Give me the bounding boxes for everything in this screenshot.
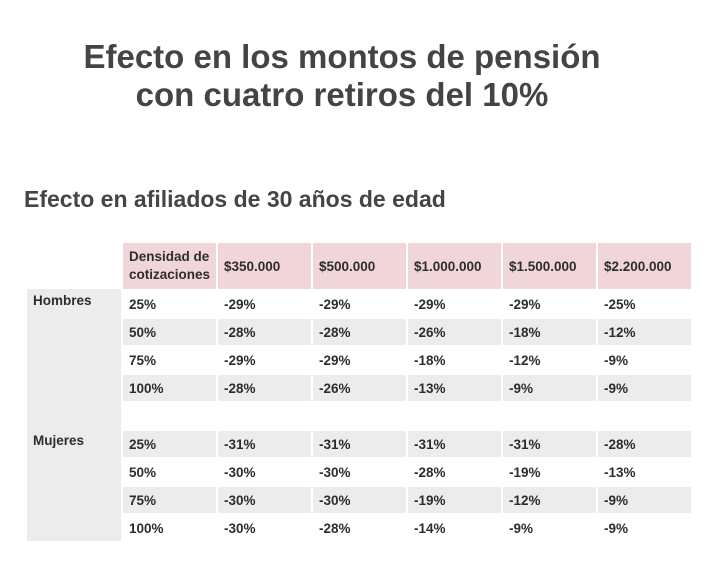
table-cell: -29% — [216, 345, 311, 373]
table-cell: -30% — [311, 485, 406, 513]
table-cell: 100% — [121, 513, 216, 541]
table-cell: 50% — [121, 317, 216, 345]
table-cell: -9% — [596, 485, 691, 513]
table-cell: -28% — [406, 457, 501, 485]
table-cell: -29% — [406, 289, 501, 317]
table-cell: -28% — [311, 513, 406, 541]
table-cell: -12% — [501, 345, 596, 373]
table-cell: -18% — [406, 345, 501, 373]
table-cell: -14% — [406, 513, 501, 541]
group-label-mujeres: Mujeres — [27, 429, 121, 541]
title-line-2: con cuatro retiros del 10% — [135, 76, 549, 113]
header-row: Densidad de cotizaciones $350.000 $500.0… — [27, 243, 691, 289]
table-cell: -9% — [596, 513, 691, 541]
table-cell: 75% — [121, 485, 216, 513]
table-row: Mujeres 25% -31% -31% -31% -31% -28% — [27, 429, 691, 541]
table-cell: -30% — [216, 485, 311, 513]
header-350000: $350.000 — [216, 243, 311, 289]
header-2200000: $2.200.000 — [596, 243, 691, 289]
spacer-cell — [311, 401, 406, 429]
table-cell: -30% — [216, 457, 311, 485]
header-500000: $500.000 — [311, 243, 406, 289]
table-row: 50% -28% -28% -26% -18% -12% — [27, 317, 691, 345]
table-cell: -29% — [501, 289, 596, 317]
table-cell: -30% — [311, 457, 406, 485]
group-label-hombres: Hombres — [27, 289, 121, 429]
table-row: 100% -28% -26% -13% -9% -9% — [27, 373, 691, 401]
table-cell: -12% — [596, 317, 691, 345]
table-cell: 25% — [121, 289, 216, 317]
table-row: 100% -30% -28% -14% -9% -9% — [27, 513, 691, 541]
spacer-cell — [501, 401, 596, 429]
table-cell: -9% — [596, 345, 691, 373]
table-cell: -9% — [501, 373, 596, 401]
table-row: 50% -30% -30% -28% -19% -13% — [27, 457, 691, 485]
table-cell: 75% — [121, 345, 216, 373]
table-cell: -30% — [216, 513, 311, 541]
table-cell: -28% — [216, 317, 311, 345]
table-cell: 25% — [121, 429, 216, 457]
table-cell: 100% — [121, 373, 216, 401]
table-cell: -25% — [596, 289, 691, 317]
table-row: 75% -29% -29% -18% -12% -9% — [27, 345, 691, 373]
table-cell: -31% — [501, 429, 596, 457]
table-cell: -31% — [216, 429, 311, 457]
pension-effect-table: Densidad de cotizaciones $350.000 $500.0… — [27, 243, 691, 541]
table-cell: -31% — [311, 429, 406, 457]
table-cell: -13% — [406, 373, 501, 401]
table-subtitle: Efecto en afiliados de 30 años de edad — [24, 186, 446, 212]
table-cell: -26% — [311, 373, 406, 401]
table-cell: -26% — [406, 317, 501, 345]
title-line-1: Efecto en los montos de pensión — [83, 38, 601, 75]
spacer-cell — [406, 401, 501, 429]
header-1500000: $1.500.000 — [501, 243, 596, 289]
table-row: 75% -30% -30% -19% -12% -9% — [27, 485, 691, 513]
table-cell: -18% — [501, 317, 596, 345]
spacer-cell — [216, 401, 311, 429]
table-cell: -19% — [406, 485, 501, 513]
spacer-cell — [121, 401, 216, 429]
table-cell: -29% — [216, 289, 311, 317]
table-cell: -28% — [596, 429, 691, 457]
spacer-cell — [596, 401, 691, 429]
table-cell: -28% — [216, 373, 311, 401]
table-cell: -13% — [596, 457, 691, 485]
table-cell: -19% — [501, 457, 596, 485]
table-cell: -12% — [501, 485, 596, 513]
table-cell: -9% — [501, 513, 596, 541]
table-cell: -29% — [311, 289, 406, 317]
header-blank — [27, 243, 121, 289]
page-title: Efecto en los montos de pensión con cuat… — [0, 38, 684, 114]
header-1000000: $1.000.000 — [406, 243, 501, 289]
table-cell: -9% — [596, 373, 691, 401]
header-density: Densidad de cotizaciones — [121, 243, 216, 289]
table-cell: 50% — [121, 457, 216, 485]
header-density-line-1: Densidad de — [129, 249, 210, 264]
header-density-line-2: cotizaciones — [129, 267, 211, 282]
table-row: Hombres 25% -29% -29% -29% -29% -25% — [27, 289, 691, 429]
table-cell: -28% — [311, 317, 406, 345]
table-cell: -29% — [311, 345, 406, 373]
table-cell: -31% — [406, 429, 501, 457]
spacer-row — [27, 401, 691, 429]
